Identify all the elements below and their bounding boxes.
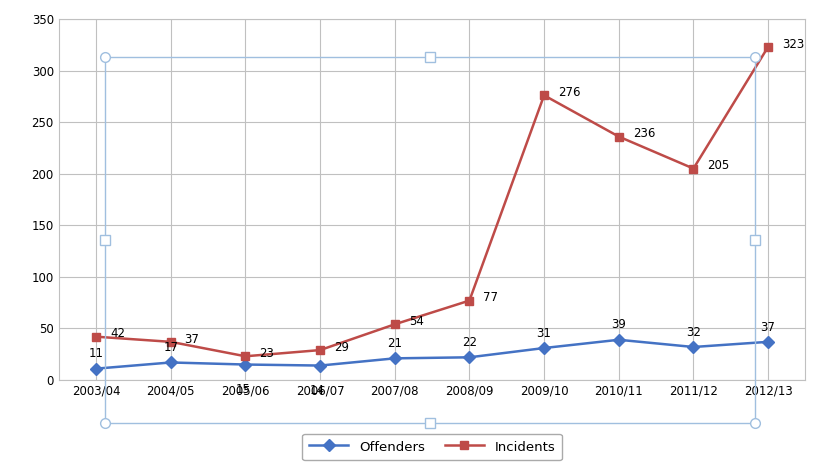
Text: 11: 11 (89, 347, 103, 361)
Text: 21: 21 (388, 337, 402, 350)
Line: Incidents: Incidents (92, 43, 772, 361)
Text: 42: 42 (110, 327, 125, 341)
Text: 276: 276 (558, 86, 581, 99)
Text: 15: 15 (235, 382, 250, 396)
Incidents (91, 334, 101, 340)
Text: 14: 14 (310, 384, 325, 397)
Incidents (763, 44, 774, 50)
Text: 54: 54 (409, 315, 424, 328)
Offenders (315, 363, 325, 369)
Offenders (613, 337, 623, 342)
Incidents (315, 347, 325, 353)
Text: 17: 17 (164, 341, 178, 354)
Offenders (389, 355, 399, 361)
Incidents (240, 353, 250, 359)
Text: 205: 205 (707, 159, 730, 172)
Offenders (240, 361, 250, 367)
Text: 39: 39 (612, 318, 626, 332)
Incidents (539, 93, 549, 98)
Incidents (688, 166, 698, 171)
Text: 37: 37 (761, 321, 775, 333)
Offenders (91, 366, 101, 371)
Text: 29: 29 (334, 341, 349, 354)
Offenders (763, 339, 774, 345)
Legend: Offenders, Incidents: Offenders, Incidents (302, 434, 562, 460)
Text: 23: 23 (259, 347, 274, 360)
Offenders (165, 360, 175, 365)
Text: 236: 236 (633, 127, 655, 140)
Offenders (464, 354, 474, 360)
Text: 32: 32 (686, 326, 701, 339)
Text: 22: 22 (462, 336, 477, 349)
Text: 37: 37 (185, 332, 200, 345)
Incidents (165, 339, 175, 345)
Text: 77: 77 (483, 291, 498, 304)
Offenders (539, 345, 549, 351)
Incidents (613, 134, 623, 140)
Incidents (389, 322, 399, 327)
Incidents (464, 298, 474, 304)
Offenders (688, 344, 698, 350)
Text: 323: 323 (782, 38, 805, 50)
Text: 31: 31 (537, 327, 551, 340)
Line: Offenders: Offenders (92, 336, 772, 373)
